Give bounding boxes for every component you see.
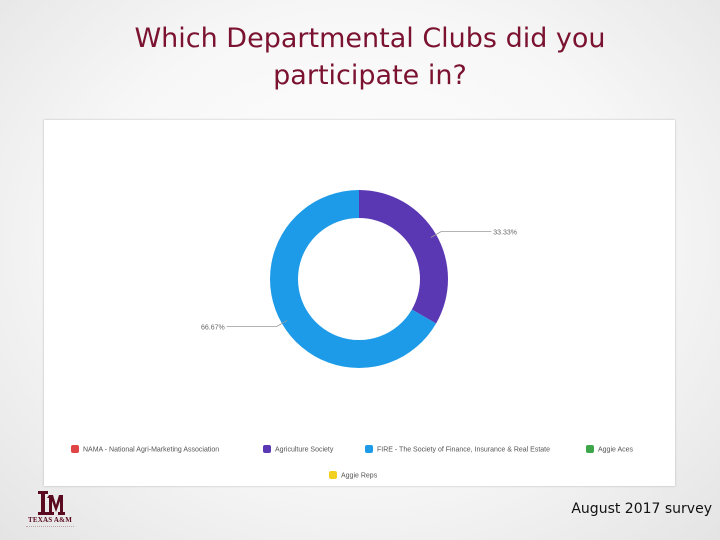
title-line-1: Which Departmental Clubs did you bbox=[134, 23, 606, 54]
legend-label-0[interactable]: NAMA - National Agri-Marketing Associati… bbox=[83, 447, 219, 454]
footer-note: August 2017 survey bbox=[571, 501, 712, 517]
legend-swatch-1[interactable] bbox=[263, 445, 271, 453]
logo-underline bbox=[26, 526, 74, 528]
donut-slice-2[interactable] bbox=[270, 190, 437, 368]
legend-label-1[interactable]: Agriculture Society bbox=[275, 447, 334, 454]
atm-logo-icon bbox=[38, 491, 65, 515]
title-line-2: participate in? bbox=[273, 60, 467, 91]
legend-swatch-4[interactable] bbox=[329, 471, 337, 479]
leader-line-1 bbox=[430, 231, 492, 238]
legend-label-3[interactable]: Aggie Aces bbox=[598, 447, 634, 454]
legend-swatch-2[interactable] bbox=[365, 445, 373, 453]
chart-panel: 33.33% 66.67% NAMA - National Agri-Marketi… bbox=[44, 120, 675, 486]
leader-line-2 bbox=[226, 320, 288, 327]
donut-chart: 33.33% 66.67% NAMA - National Agri-Marketi… bbox=[71, 190, 634, 480]
slide-title: Which Departmental Clubs did you partici… bbox=[60, 20, 680, 94]
logo-text: TEXAS A&M bbox=[28, 516, 72, 524]
slice-label-2: 66.67% bbox=[201, 325, 225, 332]
legend-swatch-0[interactable] bbox=[71, 445, 79, 453]
legend-label-4[interactable]: Aggie Reps bbox=[341, 473, 378, 480]
legend-swatch-3[interactable] bbox=[586, 445, 594, 453]
donut-slice-1[interactable] bbox=[359, 190, 448, 324]
legend-label-2[interactable]: FIRE - The Society of Finance, Insurance… bbox=[377, 447, 550, 454]
texas-am-logo: TEXAS A&M bbox=[24, 489, 76, 531]
slice-label-1: 33.33% bbox=[493, 229, 517, 236]
